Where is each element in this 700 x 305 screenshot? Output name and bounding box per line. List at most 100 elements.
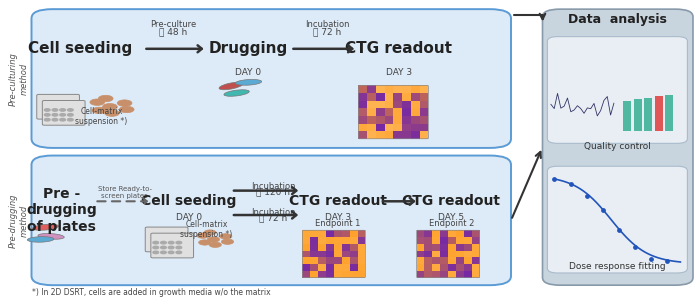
Bar	[349, 257, 358, 264]
Bar	[456, 230, 463, 237]
Bar	[358, 271, 365, 278]
Bar	[416, 244, 424, 250]
Bar	[367, 116, 376, 124]
Circle shape	[52, 113, 57, 116]
Bar	[358, 250, 365, 257]
Bar	[448, 264, 456, 271]
Point	[581, 194, 592, 199]
Bar	[416, 250, 424, 257]
Bar	[349, 264, 358, 271]
Bar	[367, 108, 376, 116]
Bar	[456, 244, 463, 250]
Bar	[342, 250, 349, 257]
Bar	[448, 244, 456, 250]
Bar	[358, 244, 365, 250]
Text: Pre -
drugging
of plates: Pre - drugging of plates	[26, 187, 97, 234]
Bar	[393, 124, 402, 131]
Circle shape	[160, 246, 167, 249]
Circle shape	[153, 246, 158, 249]
Bar	[310, 244, 318, 250]
Bar	[318, 264, 326, 271]
Bar	[342, 244, 349, 250]
Bar	[416, 271, 424, 278]
Bar	[326, 237, 334, 244]
Bar	[358, 101, 367, 108]
Text: ⌛ 72 h: ⌛ 72 h	[314, 27, 342, 36]
Bar	[411, 124, 419, 131]
Text: DAY 0: DAY 0	[235, 68, 262, 77]
Circle shape	[52, 118, 57, 121]
Bar	[358, 124, 367, 131]
Bar	[358, 93, 367, 101]
Bar	[448, 237, 456, 244]
Bar	[416, 237, 424, 244]
Bar	[623, 101, 631, 131]
Circle shape	[118, 100, 132, 106]
Bar	[448, 230, 456, 237]
Bar	[420, 101, 428, 108]
Bar	[385, 116, 393, 124]
Circle shape	[168, 242, 174, 244]
Text: Cell seeding: Cell seeding	[141, 194, 237, 208]
Bar	[318, 244, 326, 250]
Bar	[424, 237, 432, 244]
Bar	[376, 101, 385, 108]
Bar	[334, 264, 342, 271]
Bar	[472, 244, 480, 250]
Point	[645, 257, 657, 261]
Circle shape	[92, 107, 106, 113]
Bar	[349, 230, 358, 237]
Bar	[463, 244, 472, 250]
Bar	[358, 264, 365, 271]
Bar	[654, 96, 663, 131]
Bar	[342, 264, 349, 271]
Bar	[472, 257, 480, 264]
Text: Incubation: Incubation	[251, 208, 295, 217]
Bar	[432, 244, 440, 250]
Bar	[393, 131, 402, 139]
Bar	[385, 101, 393, 108]
Circle shape	[153, 242, 158, 244]
Point	[662, 259, 673, 264]
Bar	[472, 237, 480, 244]
Circle shape	[103, 104, 118, 110]
Bar	[358, 237, 365, 244]
Circle shape	[45, 113, 50, 116]
Circle shape	[160, 242, 167, 244]
Bar	[440, 250, 448, 257]
Bar	[432, 250, 440, 257]
Bar	[358, 108, 367, 116]
Bar	[463, 250, 472, 257]
Bar	[310, 230, 318, 237]
Point	[565, 182, 576, 187]
Bar	[349, 250, 358, 257]
FancyBboxPatch shape	[36, 95, 80, 119]
Bar	[385, 85, 393, 93]
Bar	[310, 271, 318, 278]
Circle shape	[221, 239, 234, 244]
Circle shape	[90, 99, 105, 105]
Bar	[302, 264, 310, 271]
Bar	[310, 250, 318, 257]
Bar	[326, 257, 334, 264]
Text: DAY 0: DAY 0	[176, 213, 202, 222]
Bar	[367, 93, 376, 101]
Bar	[411, 101, 419, 108]
FancyBboxPatch shape	[32, 156, 511, 285]
Bar	[432, 230, 440, 237]
Circle shape	[153, 251, 158, 254]
Bar	[358, 131, 367, 139]
Bar	[463, 271, 472, 278]
Bar	[456, 250, 463, 257]
Bar	[440, 271, 448, 278]
Bar	[349, 244, 358, 250]
Bar	[402, 101, 411, 108]
Bar	[376, 93, 385, 101]
Bar	[424, 250, 432, 257]
Bar	[385, 93, 393, 101]
Circle shape	[68, 113, 74, 116]
Bar	[367, 101, 376, 108]
Point	[629, 244, 641, 249]
Bar	[456, 257, 463, 264]
Bar	[420, 116, 428, 124]
